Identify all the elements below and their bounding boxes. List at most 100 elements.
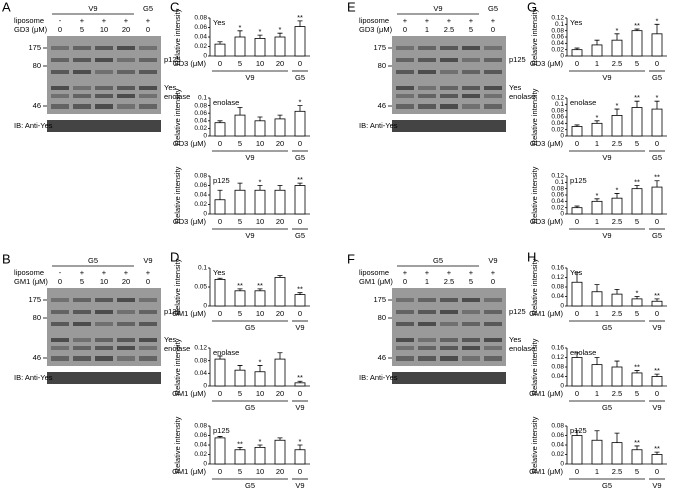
error-bar	[237, 365, 243, 371]
inner-label: enolase	[570, 348, 596, 357]
bar	[571, 49, 583, 57]
error-bar	[594, 357, 600, 365]
bar	[234, 449, 246, 465]
group-label: G5	[88, 256, 98, 265]
row-cell: 1	[425, 25, 429, 34]
blot-band	[440, 298, 458, 302]
band-label: enolase	[164, 92, 190, 101]
blot-band	[440, 310, 458, 314]
bar	[591, 200, 603, 215]
x-tick-label: 0	[298, 467, 302, 476]
significance: **	[634, 21, 640, 30]
ib-blot	[47, 372, 161, 384]
x-tick-label: 2.5	[612, 59, 622, 68]
blot-band	[484, 298, 502, 302]
x-tick-label: 0	[575, 59, 579, 68]
error-bar	[257, 34, 263, 39]
significance: *	[596, 113, 599, 122]
y-tick-label: 0.12	[194, 345, 207, 352]
y-tick-label: 0	[203, 461, 207, 468]
x-tick-label: 10	[256, 309, 264, 318]
error-bar	[237, 107, 243, 116]
x-tick-label: 0	[298, 217, 302, 226]
row-label: GM1 (μM)	[14, 277, 48, 286]
blot-band	[396, 58, 414, 62]
blot-band	[440, 338, 458, 342]
group-label: G5	[602, 403, 612, 412]
error-bar	[217, 277, 223, 280]
y-tick-label: 0	[203, 383, 207, 390]
error-bar	[297, 105, 303, 112]
error-bar	[594, 284, 600, 292]
bar	[214, 122, 226, 137]
blot-band	[95, 338, 113, 342]
y-axis-title: Relative intensity	[530, 338, 539, 395]
row-cell: 20	[122, 277, 130, 286]
bar	[611, 115, 623, 137]
error-bar	[614, 288, 620, 295]
x-tick-label: 0	[575, 467, 579, 476]
inner-label: enolase	[213, 98, 239, 107]
y-axis-title: Relative intensity	[173, 8, 182, 65]
blot-band	[139, 58, 157, 62]
bar	[591, 364, 603, 387]
blot-band	[73, 322, 91, 326]
significance: *	[259, 357, 262, 366]
x-axis-title: GD3 (μM)	[530, 217, 564, 226]
bar	[234, 290, 246, 307]
row-cell: +	[146, 16, 151, 25]
inner-label: p125	[570, 176, 587, 185]
y-axis-title: Relative intensity	[173, 338, 182, 395]
blot-band	[73, 338, 91, 342]
y-tick-label: 0	[560, 211, 564, 218]
x-tick-label: 5	[635, 389, 639, 398]
x-tick-label: 2.5	[612, 467, 622, 476]
marker-label: 80	[33, 61, 41, 70]
blot-band	[418, 346, 436, 350]
group-label: V9	[652, 481, 661, 490]
x-tick-label: 20	[276, 309, 284, 318]
x-tick-label: 0	[575, 139, 579, 148]
blot-band	[484, 70, 502, 74]
bar	[274, 118, 286, 137]
blot-band	[95, 104, 113, 109]
blot-band	[462, 104, 480, 109]
group-label: V9	[295, 481, 304, 490]
y-tick-label: 0.04	[551, 442, 564, 449]
x-tick-label: 1	[595, 217, 599, 226]
error-bar	[217, 41, 223, 45]
y-axis-title: Relative intensity	[530, 258, 539, 315]
error-bar	[614, 33, 620, 41]
marker-label: 46	[378, 353, 386, 362]
error-bar	[654, 373, 660, 377]
y-tick-label: 0.1	[555, 101, 564, 108]
row-cell: 0	[58, 277, 62, 286]
row-cell: 5	[469, 25, 473, 34]
blot-band	[117, 298, 135, 302]
error-bar	[257, 288, 263, 291]
ib-label: IB: Anti-Yes	[14, 373, 53, 382]
marker-label: 175	[373, 295, 386, 304]
bar	[214, 437, 226, 465]
row-cell: +	[469, 16, 474, 25]
y-tick-label: 0.06	[194, 110, 207, 117]
blot-band	[484, 94, 502, 98]
group-label: V9	[245, 73, 254, 82]
significance: **	[237, 439, 243, 448]
error-bar	[574, 124, 580, 127]
blot-band	[139, 46, 157, 50]
error-bar	[277, 185, 283, 191]
y-tick-label: 0.04	[194, 118, 207, 125]
row-cell: 0	[491, 277, 495, 286]
significance: **	[634, 363, 640, 372]
bar	[591, 122, 603, 137]
x-tick-label: 5	[238, 309, 242, 318]
y-tick-label: 0.06	[551, 114, 564, 121]
x-axis-title: GM1 (μM)	[529, 467, 563, 476]
blot-band	[484, 356, 502, 361]
x-tick-label: 0	[218, 59, 222, 68]
band-label: Yes	[164, 83, 176, 92]
x-axis-title: GM1 (μM)	[172, 467, 206, 476]
group-label: V9	[602, 153, 611, 162]
